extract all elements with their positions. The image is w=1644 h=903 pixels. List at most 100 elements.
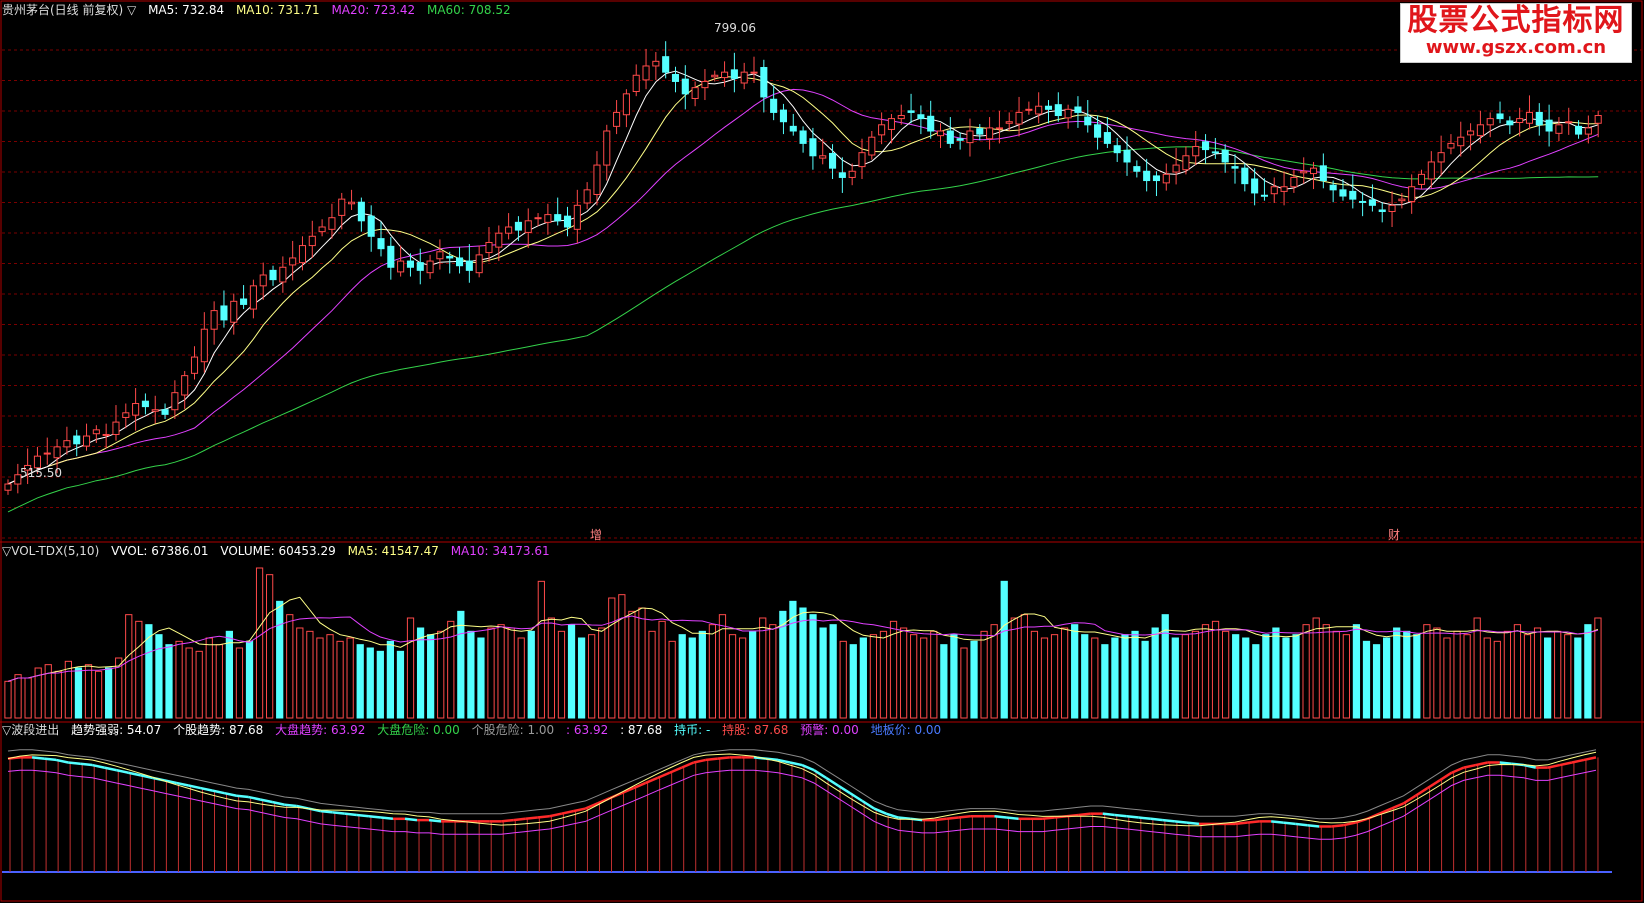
trend-line-segment <box>1246 820 1260 824</box>
trend-line-segment <box>837 784 851 795</box>
volume-bar <box>1262 634 1270 719</box>
volume-bar <box>1091 637 1099 719</box>
trend-line-segment <box>1307 823 1320 828</box>
volume-bar <box>105 667 113 719</box>
candle-body <box>249 285 257 310</box>
trend-line-segment <box>1114 813 1127 818</box>
trend-line-segment <box>1138 816 1151 821</box>
trend-line-segment <box>525 816 538 821</box>
volume-bar <box>1312 617 1320 719</box>
trend-line-segment <box>128 771 141 777</box>
trend-line-segment <box>1378 807 1392 815</box>
trend-line-segment <box>176 781 189 787</box>
candle-body <box>760 67 768 98</box>
stock-title[interactable]: 贵州茅台(日线 前复权) ▽ <box>2 3 137 17</box>
trend-line-segment <box>849 792 863 802</box>
volume-bar <box>869 634 878 719</box>
ma60-line <box>7 146 1599 513</box>
candle-body <box>1290 176 1298 188</box>
volume-bar <box>638 607 646 719</box>
candle-body <box>14 474 22 485</box>
candle-body <box>289 257 297 266</box>
volume-bar <box>577 637 586 719</box>
candle-body <box>907 110 915 113</box>
volume-bar <box>608 597 616 719</box>
volume-bar <box>1362 640 1371 719</box>
volume-value: VOLUME: 60453.29 <box>220 544 336 558</box>
trend-line-segment <box>80 762 93 767</box>
volume-bar <box>1292 634 1300 719</box>
volume-bar <box>588 634 596 719</box>
marker-zeng[interactable]: 增 <box>590 528 603 542</box>
volume-bar <box>527 630 535 719</box>
candle-body <box>936 130 945 137</box>
trend-line-segment <box>1402 794 1417 805</box>
volume-bar <box>1302 624 1310 719</box>
candle-body <box>691 87 699 99</box>
trend-line-segment <box>693 758 707 764</box>
candle-body <box>1103 132 1111 144</box>
trend-line-segment <box>813 769 827 779</box>
market-trend-line <box>7 769 1597 840</box>
candle-body <box>1162 173 1170 184</box>
trend-line-segment <box>188 784 201 790</box>
vol-ma10-value: MA10: 34173.61 <box>450 544 550 558</box>
volume-bar <box>849 644 857 719</box>
volume-bar <box>1232 634 1240 719</box>
candle-body <box>573 204 581 230</box>
candle-body <box>151 409 159 412</box>
volume-bar <box>94 670 103 719</box>
volume-bar <box>899 627 908 719</box>
trend-line-segment <box>368 814 382 819</box>
volume-bar <box>195 650 203 719</box>
volume-bar <box>708 624 717 719</box>
trend-line-segment <box>645 776 659 785</box>
volume-bar <box>1574 637 1582 719</box>
volume-bar <box>1221 630 1230 719</box>
volume-bar <box>1020 614 1028 719</box>
vol-indicator-name[interactable]: ▽VOL-TDX(5,10) <box>2 544 100 558</box>
trend-line-segment <box>68 761 81 766</box>
candle-body <box>190 356 199 374</box>
volume-bar <box>889 620 898 719</box>
candle-body <box>53 446 61 459</box>
candle-body <box>1005 121 1013 124</box>
candle-body <box>1535 111 1543 126</box>
volume-bar <box>1010 617 1018 719</box>
trend-line-segment <box>717 756 730 760</box>
candle-body <box>632 74 640 93</box>
volume-bar <box>1000 580 1008 719</box>
trend-line-segment <box>1186 821 1200 826</box>
trend-line-segment <box>260 798 273 804</box>
trend-line-segment <box>584 802 598 810</box>
marker-cai[interactable]: 财 <box>1388 528 1401 542</box>
volume-bar <box>517 637 525 719</box>
volume-bar <box>537 580 545 719</box>
volume-bar <box>1433 627 1441 719</box>
trend-line-segment <box>1174 820 1188 824</box>
candle-body <box>1388 204 1396 213</box>
trend-line-segment <box>284 803 297 808</box>
candle-body <box>887 118 895 130</box>
candle-body <box>986 127 994 140</box>
indicator-name[interactable]: ▽波段进出 <box>2 723 60 737</box>
trend-line-segment <box>1271 820 1284 824</box>
trend-line-segment <box>356 813 370 818</box>
volume-bar <box>376 650 384 719</box>
volume-bar <box>507 627 515 719</box>
trend-line-segment <box>428 818 442 823</box>
trend-line-segment <box>1547 763 1561 769</box>
volume-bar <box>1040 637 1049 719</box>
volume-bar <box>970 640 978 719</box>
candle-body <box>1231 166 1239 169</box>
candle-body <box>554 214 562 222</box>
candle-body <box>1594 115 1602 124</box>
candle-body <box>230 300 238 323</box>
main-panel-header: 贵州茅台(日线 前复权) ▽ MA5: 732.84 MA10: 731.71 … <box>2 2 519 18</box>
candle-body <box>1417 173 1426 185</box>
trend-line-segment <box>116 768 129 774</box>
candle-body <box>1035 105 1043 115</box>
volume-bar <box>14 674 22 719</box>
candle-body <box>73 435 81 445</box>
